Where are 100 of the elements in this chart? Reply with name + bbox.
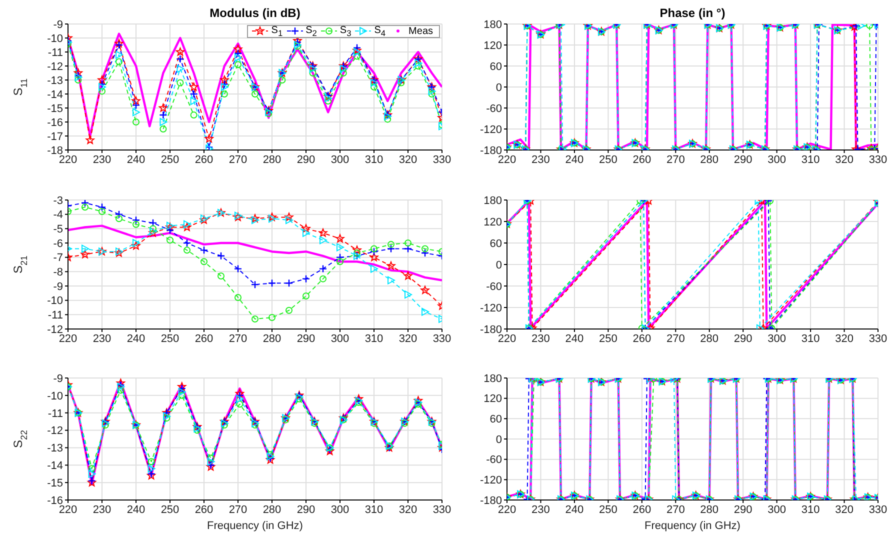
point: [80, 250, 90, 258]
point: [160, 126, 167, 132]
point: [858, 24, 866, 30]
point: [176, 64, 184, 73]
point: [184, 220, 191, 228]
point: [252, 216, 259, 224]
point: [309, 70, 316, 76]
x-tick-label: 250: [160, 154, 180, 166]
point: [182, 238, 192, 248]
y-tick-label: -12: [47, 425, 63, 438]
y-tick-label: 60: [490, 414, 502, 426]
x-tick-label: 310: [801, 504, 820, 516]
y-tick-label: -9: [53, 18, 63, 31]
point: [296, 395, 303, 402]
x-tick-label: 250: [160, 504, 180, 516]
y-tick-label: -11: [48, 310, 63, 322]
x-tick-label: 290: [734, 504, 752, 516]
point: [116, 215, 122, 222]
y-tick-label: -17: [47, 130, 63, 143]
point: [370, 84, 378, 90]
x-tick-label: 240: [565, 154, 584, 166]
point: [204, 134, 214, 143]
x-tick-label: 310: [364, 154, 384, 166]
x-tick-label: 320: [398, 154, 418, 166]
y-tick-label: -13: [47, 74, 63, 87]
y-tick-label: -15: [47, 477, 63, 490]
point: [370, 245, 378, 252]
point: [404, 244, 412, 253]
point: [252, 315, 258, 322]
point: [163, 414, 170, 422]
point: [220, 76, 229, 84]
point: [318, 264, 328, 273]
point: [336, 258, 344, 266]
point: [286, 216, 293, 224]
y-tick-label: -15: [47, 102, 63, 115]
point: [234, 44, 242, 53]
point: [190, 112, 198, 118]
y-tick-label: -10: [47, 32, 63, 45]
legend-label: S$_{1}$: [271, 24, 283, 38]
point: [176, 54, 184, 64]
y-tick-label: -120: [480, 474, 502, 487]
x-tick-label: 230: [532, 154, 550, 166]
point: [132, 239, 140, 247]
point: [302, 228, 310, 237]
x-tick-label: 270: [228, 504, 248, 516]
y-tick-label: -5: [53, 224, 63, 236]
x-tick-label: 320: [398, 332, 418, 345]
point: [194, 426, 201, 434]
point: [388, 276, 395, 284]
x-tick-label: 230: [92, 332, 112, 345]
point: [320, 275, 326, 282]
point: [88, 465, 96, 472]
point: [82, 244, 89, 253]
point: [184, 246, 190, 254]
x-tick-label: 230: [532, 332, 550, 345]
point: [220, 83, 228, 91]
y-tick-label: -120: [480, 302, 502, 314]
point: [234, 264, 242, 273]
x-tick-label: 280: [700, 332, 719, 345]
point: [268, 279, 276, 288]
x-tick-label: 320: [835, 332, 854, 345]
x-tick-label: 300: [330, 154, 350, 166]
point: [190, 82, 198, 91]
x-tick-label: 280: [262, 154, 282, 166]
y-tick-label: -11: [48, 46, 63, 59]
x-tick-label: 240: [126, 504, 146, 516]
point: [352, 44, 362, 52]
point: [324, 98, 332, 104]
point: [148, 458, 155, 466]
point: [190, 90, 198, 98]
point: [116, 50, 123, 59]
point: [286, 306, 292, 314]
legend-label: S$_{3}$: [340, 24, 352, 38]
point: [422, 308, 429, 316]
x-tick-label: 260: [194, 504, 214, 516]
point: [420, 248, 430, 258]
point: [132, 118, 140, 126]
x-tick-label: 290: [734, 154, 752, 166]
point: [302, 274, 310, 283]
x-tick-label: 260: [194, 154, 214, 166]
point: [354, 48, 361, 56]
point: [114, 40, 124, 50]
point: [80, 200, 90, 207]
x-tick-label: 240: [126, 154, 146, 166]
x-tick-label: 290: [296, 154, 316, 166]
y-tick-label: 120: [484, 393, 502, 406]
point: [216, 252, 226, 260]
point: [132, 96, 140, 105]
x-tick-label: 250: [160, 332, 180, 345]
point: [422, 245, 428, 252]
y-tick-label: 180: [484, 18, 502, 31]
point: [220, 90, 228, 98]
x-tick-label: 300: [768, 504, 786, 516]
x-tick-label: 310: [801, 154, 820, 166]
y-tick-label: 60: [490, 238, 502, 250]
y-tick-label: 60: [490, 60, 502, 73]
point: [132, 220, 140, 228]
point: [354, 52, 360, 60]
point: [428, 87, 436, 96]
point: [336, 234, 344, 242]
